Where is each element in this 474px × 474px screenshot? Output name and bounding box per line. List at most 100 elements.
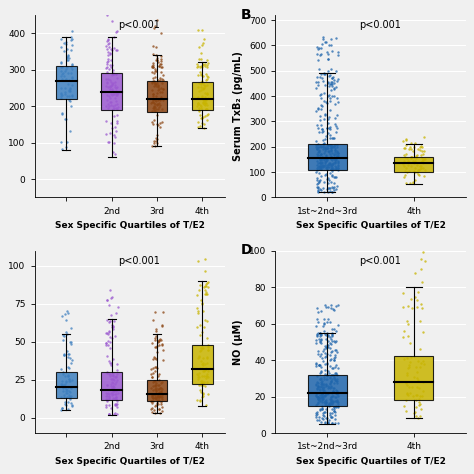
Point	[331, 158, 339, 166]
Point	[401, 152, 408, 159]
Point	[328, 393, 335, 401]
Point	[109, 383, 117, 390]
Point	[317, 151, 324, 158]
Point	[412, 396, 419, 404]
FancyBboxPatch shape	[192, 345, 212, 384]
Point	[104, 51, 112, 58]
Point	[318, 378, 325, 386]
Point	[406, 145, 413, 153]
Point	[319, 388, 327, 396]
Point	[155, 400, 162, 408]
Point	[330, 403, 338, 410]
Point	[201, 96, 209, 103]
Point	[317, 392, 324, 400]
Point	[114, 89, 121, 97]
Point	[62, 399, 69, 406]
Point	[109, 106, 117, 113]
Point	[315, 395, 322, 403]
Point	[327, 397, 335, 405]
Point	[332, 370, 340, 377]
Point	[415, 401, 423, 408]
Point	[149, 59, 157, 66]
Point	[323, 161, 331, 169]
Point	[148, 393, 155, 401]
Point	[202, 373, 210, 380]
Point	[194, 309, 201, 317]
Point	[328, 149, 335, 156]
Point	[334, 166, 342, 173]
Point	[110, 45, 118, 52]
Point	[153, 79, 161, 87]
Point	[147, 365, 155, 373]
Point	[200, 100, 208, 108]
Point	[313, 372, 321, 380]
Point	[197, 380, 205, 387]
Point	[159, 76, 166, 83]
Point	[417, 144, 424, 151]
Point	[316, 91, 324, 99]
Point	[153, 139, 160, 146]
Point	[67, 384, 75, 392]
Point	[154, 106, 162, 113]
Point	[320, 69, 328, 77]
Point	[325, 419, 332, 427]
Point	[63, 307, 71, 314]
Point	[326, 339, 334, 346]
Point	[155, 121, 162, 129]
Point	[106, 138, 113, 146]
Point	[316, 159, 323, 166]
Point	[193, 396, 201, 404]
Point	[150, 354, 157, 361]
Point	[67, 399, 74, 407]
Point	[322, 382, 329, 390]
Point	[157, 52, 165, 60]
Point	[203, 111, 211, 118]
Point	[325, 383, 333, 391]
Point	[324, 316, 332, 323]
Point	[196, 386, 203, 394]
Point	[325, 160, 333, 168]
Point	[313, 73, 321, 81]
Point	[324, 92, 332, 100]
Point	[330, 155, 337, 163]
Point	[203, 72, 210, 80]
Point	[102, 64, 110, 72]
Point	[105, 92, 113, 100]
Point	[328, 162, 335, 170]
Point	[416, 317, 423, 325]
Point	[314, 378, 321, 385]
Point	[57, 67, 65, 74]
Point	[332, 128, 340, 136]
Point	[68, 401, 76, 409]
Point	[112, 90, 119, 97]
Point	[106, 83, 114, 91]
Point	[333, 182, 341, 190]
Point	[203, 355, 210, 362]
Point	[323, 124, 330, 131]
Point	[334, 390, 341, 397]
Point	[105, 392, 112, 400]
Point	[334, 111, 341, 118]
Point	[330, 354, 337, 362]
Point	[152, 68, 160, 75]
Point	[195, 374, 203, 381]
Point	[156, 75, 164, 82]
Point	[107, 344, 114, 352]
Point	[316, 146, 323, 154]
Point	[156, 384, 164, 392]
Point	[110, 410, 118, 418]
Point	[109, 86, 116, 93]
Point	[318, 105, 325, 113]
Point	[158, 341, 165, 349]
Point	[153, 380, 160, 387]
Point	[158, 79, 166, 87]
Point	[150, 406, 158, 413]
Point	[155, 385, 163, 393]
Point	[312, 359, 320, 366]
Point	[331, 162, 338, 169]
Point	[62, 316, 70, 323]
Point	[158, 322, 165, 330]
Point	[58, 84, 65, 91]
Point	[419, 248, 427, 255]
Point	[317, 375, 324, 383]
